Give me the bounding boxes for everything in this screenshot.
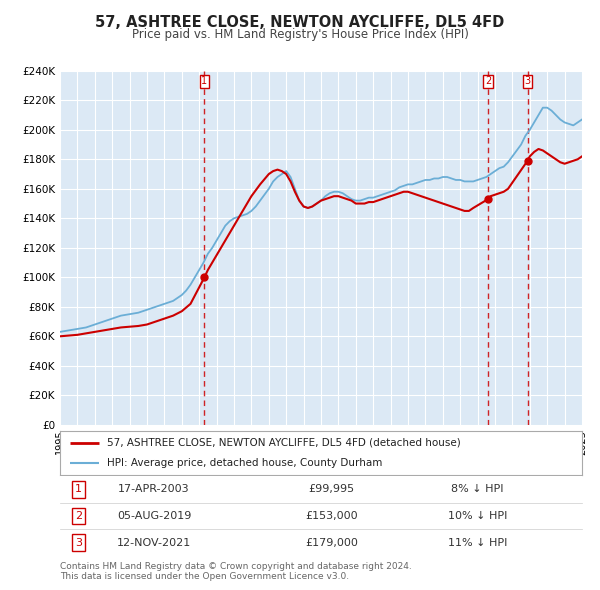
- Text: Price paid vs. HM Land Registry's House Price Index (HPI): Price paid vs. HM Land Registry's House …: [131, 28, 469, 41]
- Text: 57, ASHTREE CLOSE, NEWTON AYCLIFFE, DL5 4FD: 57, ASHTREE CLOSE, NEWTON AYCLIFFE, DL5 …: [95, 15, 505, 30]
- Text: 2: 2: [75, 511, 82, 521]
- Text: 17-APR-2003: 17-APR-2003: [118, 484, 190, 494]
- Text: 8% ↓ HPI: 8% ↓ HPI: [451, 484, 504, 494]
- Text: 1: 1: [75, 484, 82, 494]
- Text: £153,000: £153,000: [305, 511, 358, 521]
- Text: 3: 3: [524, 76, 530, 86]
- Text: 1: 1: [202, 76, 208, 86]
- Text: HPI: Average price, detached house, County Durham: HPI: Average price, detached house, Coun…: [107, 458, 382, 468]
- Text: £179,000: £179,000: [305, 537, 358, 548]
- Text: Contains HM Land Registry data © Crown copyright and database right 2024.
This d: Contains HM Land Registry data © Crown c…: [60, 562, 412, 581]
- Text: 10% ↓ HPI: 10% ↓ HPI: [448, 511, 507, 521]
- Text: 11% ↓ HPI: 11% ↓ HPI: [448, 537, 507, 548]
- Text: 12-NOV-2021: 12-NOV-2021: [117, 537, 191, 548]
- Text: 3: 3: [75, 537, 82, 548]
- Text: 57, ASHTREE CLOSE, NEWTON AYCLIFFE, DL5 4FD (detached house): 57, ASHTREE CLOSE, NEWTON AYCLIFFE, DL5 …: [107, 438, 461, 448]
- Text: 2: 2: [485, 76, 491, 86]
- Text: £99,995: £99,995: [308, 484, 355, 494]
- Text: 05-AUG-2019: 05-AUG-2019: [117, 511, 191, 521]
